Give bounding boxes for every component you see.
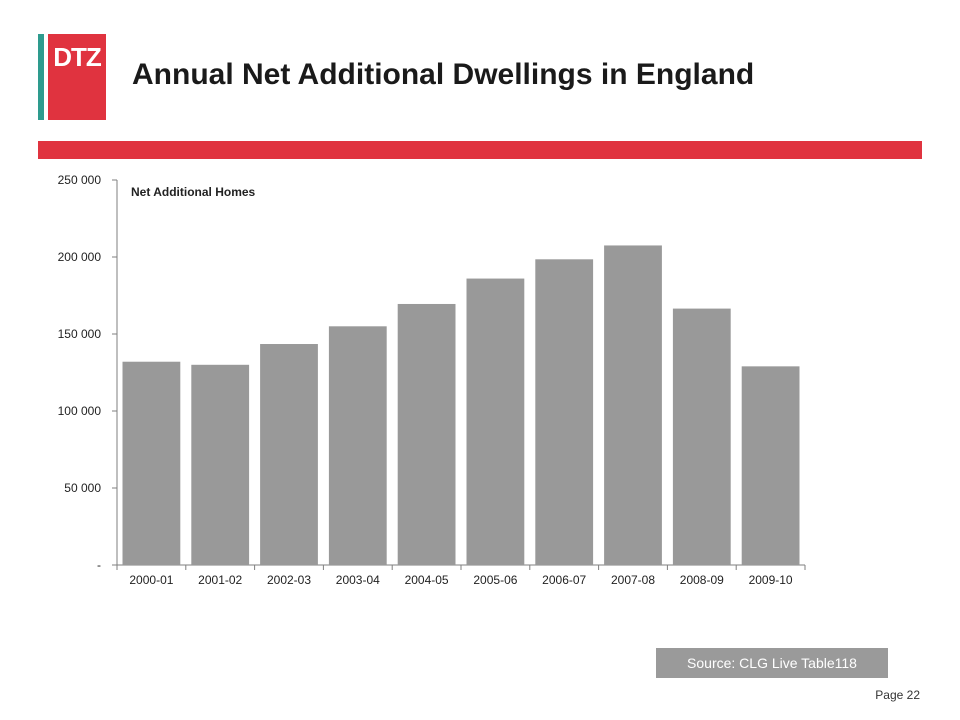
chart-labels: - 50 000 100 000 150 000 200 000 250 000 2000-… bbox=[58, 173, 793, 587]
x-tick-label: 2000-01 bbox=[129, 573, 173, 587]
chart-bars bbox=[122, 245, 800, 565]
series-label: Net Additional Homes bbox=[131, 185, 256, 199]
bar bbox=[260, 344, 318, 565]
y-tick-label: 50 000 bbox=[64, 481, 101, 495]
page-title: Annual Net Additional Dwellings in Engla… bbox=[132, 58, 755, 91]
x-tick-label: 2001-02 bbox=[198, 573, 242, 587]
logo-text: DTZ bbox=[53, 42, 102, 72]
source-note: Source: CLG Live Table118 bbox=[656, 648, 888, 678]
x-tick-label: 2003-04 bbox=[336, 573, 380, 587]
bar bbox=[328, 326, 387, 565]
x-tick-label: 2009-10 bbox=[749, 573, 793, 587]
logo-accent-bar bbox=[38, 34, 44, 120]
page-number: Page 22 bbox=[875, 688, 920, 702]
x-tick-label: 2007-08 bbox=[611, 573, 655, 587]
bar bbox=[122, 361, 181, 565]
y-tick-label: 150 000 bbox=[58, 327, 102, 341]
header-divider bbox=[38, 141, 922, 159]
bar bbox=[466, 278, 525, 565]
x-tick-label: 2006-07 bbox=[542, 573, 586, 587]
bar bbox=[672, 308, 731, 565]
x-tick-label: 2002-03 bbox=[267, 573, 311, 587]
y-tick-label: 250 000 bbox=[58, 173, 102, 187]
bar bbox=[604, 245, 662, 565]
bar bbox=[397, 303, 456, 565]
y-tick-label: - bbox=[97, 558, 101, 572]
y-tick-label: 100 000 bbox=[58, 404, 102, 418]
y-tick-label: 200 000 bbox=[58, 250, 102, 264]
x-tick-label: 2005-06 bbox=[473, 573, 517, 587]
bar bbox=[741, 366, 800, 565]
bar bbox=[191, 364, 250, 565]
bar bbox=[535, 259, 594, 565]
x-tick-label: 2008-09 bbox=[680, 573, 724, 587]
x-tick-label: 2004-05 bbox=[405, 573, 449, 587]
dtz-logo: DTZ bbox=[48, 34, 106, 120]
